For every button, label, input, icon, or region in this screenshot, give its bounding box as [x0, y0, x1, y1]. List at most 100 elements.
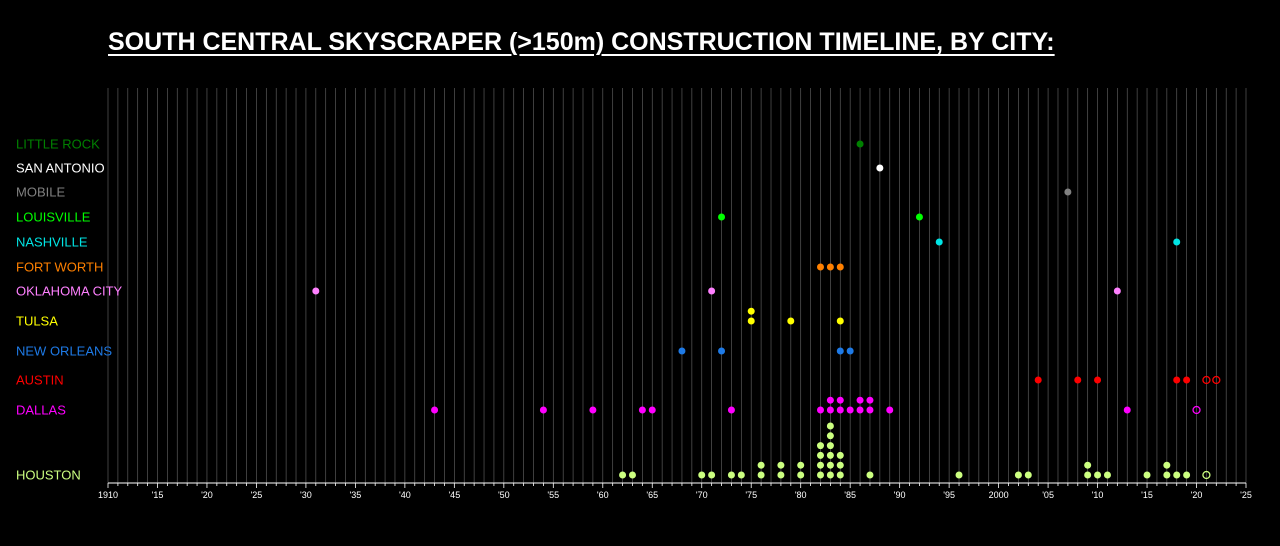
x-tick-label: '35 — [350, 490, 362, 500]
completed-tower-point — [886, 406, 894, 414]
completed-tower-point — [698, 471, 706, 479]
completed-tower-point — [1014, 471, 1022, 479]
completed-tower-point — [826, 396, 834, 404]
x-tick-label: '70 — [696, 490, 708, 500]
completed-tower-point — [797, 461, 805, 469]
completed-tower-point — [816, 461, 824, 469]
completed-tower-point — [747, 317, 755, 325]
completed-tower-point — [777, 471, 785, 479]
city-label: NASHVILLE — [16, 235, 88, 250]
x-tick-label: '90 — [894, 490, 906, 500]
x-tick-label: '45 — [448, 490, 460, 500]
x-tick-label: '65 — [646, 490, 658, 500]
completed-tower-point — [816, 442, 824, 450]
completed-tower-point — [836, 263, 844, 271]
x-tick-label: '15 — [152, 490, 164, 500]
completed-tower-point — [836, 471, 844, 479]
x-tick-label: '95 — [943, 490, 955, 500]
completed-tower-point — [915, 213, 923, 221]
completed-tower-point — [757, 471, 765, 479]
planned-tower-point — [1212, 375, 1221, 385]
completed-tower-point — [826, 406, 834, 414]
completed-tower-point — [1183, 471, 1191, 479]
completed-tower-point — [816, 263, 824, 271]
completed-tower-point — [628, 471, 636, 479]
completed-tower-point — [539, 406, 547, 414]
city-label: DALLAS — [16, 403, 66, 418]
x-tick-label: '85 — [844, 490, 856, 500]
completed-tower-point — [1084, 471, 1092, 479]
completed-tower-point — [718, 213, 726, 221]
completed-tower-point — [1173, 376, 1181, 384]
completed-tower-point — [816, 471, 824, 479]
city-label: FORT WORTH — [16, 260, 103, 275]
completed-tower-point — [955, 471, 963, 479]
completed-tower-point — [747, 307, 755, 315]
completed-tower-point — [1034, 376, 1042, 384]
completed-tower-point — [856, 140, 864, 148]
completed-tower-point — [787, 317, 795, 325]
completed-tower-point — [826, 422, 834, 430]
completed-tower-point — [1113, 287, 1121, 295]
completed-tower-point — [1173, 238, 1181, 246]
city-label: AUSTIN — [16, 373, 64, 388]
completed-tower-point — [638, 406, 646, 414]
completed-tower-point — [836, 406, 844, 414]
x-tick-label: '80 — [795, 490, 807, 500]
completed-tower-point — [431, 406, 439, 414]
x-axis: 1910 '15 '20 '25 '30 '35 '40 '45 '50 '55 '60 '65 '70… — [98, 482, 1252, 500]
city-label: HOUSTON — [16, 468, 81, 483]
completed-tower-point — [866, 406, 874, 414]
x-tick-label: '05 — [1042, 490, 1054, 500]
city-label: LOUISVILLE — [16, 210, 91, 225]
completed-tower-point — [1103, 471, 1111, 479]
completed-tower-point — [826, 451, 834, 459]
completed-tower-point — [1094, 376, 1102, 384]
completed-tower-point — [708, 471, 716, 479]
completed-tower-point — [1163, 471, 1171, 479]
city-label: NEW ORLEANS — [16, 344, 112, 359]
planned-tower-point — [1202, 375, 1211, 385]
completed-tower-point — [866, 396, 874, 404]
x-tick-label: '60 — [597, 490, 609, 500]
completed-tower-point — [856, 396, 864, 404]
x-tick-label: '75 — [745, 490, 757, 500]
completed-tower-point — [1123, 406, 1131, 414]
completed-tower-point — [1024, 471, 1032, 479]
x-tick-label: '30 — [300, 490, 312, 500]
completed-tower-point — [846, 347, 854, 355]
completed-tower-point — [826, 432, 834, 440]
x-tick-label: '20 — [1191, 490, 1203, 500]
city-labels: LITTLE ROCK SAN ANTONIO MOBILE LOUISVILLE NA… — [16, 137, 123, 483]
completed-tower-point — [1173, 471, 1181, 479]
completed-tower-point — [312, 287, 320, 295]
city-label: MOBILE — [16, 185, 65, 200]
completed-tower-point — [737, 471, 745, 479]
city-label: LITTLE ROCK — [16, 137, 100, 152]
city-label: OKLAHOMA CITY — [16, 284, 123, 299]
completed-tower-point — [826, 263, 834, 271]
planned-tower-point — [1202, 470, 1211, 480]
completed-tower-point — [826, 442, 834, 450]
completed-tower-point — [1163, 461, 1171, 469]
data-points — [312, 140, 1221, 480]
completed-tower-point — [866, 471, 874, 479]
completed-tower-point — [935, 238, 943, 246]
completed-tower-point — [816, 451, 824, 459]
completed-tower-point — [727, 471, 735, 479]
completed-tower-point — [826, 461, 834, 469]
completed-tower-point — [1084, 461, 1092, 469]
x-tick-label: '15 — [1141, 490, 1153, 500]
completed-tower-point — [718, 347, 726, 355]
completed-tower-point — [727, 406, 735, 414]
x-tick-label: 2000 — [989, 490, 1009, 500]
completed-tower-point — [797, 471, 805, 479]
x-tick-label: '20 — [201, 490, 213, 500]
x-tick-label: '10 — [1092, 490, 1104, 500]
completed-tower-point — [836, 451, 844, 459]
completed-tower-point — [1094, 471, 1102, 479]
completed-tower-point — [678, 347, 686, 355]
completed-tower-point — [1074, 376, 1082, 384]
completed-tower-point — [876, 164, 884, 172]
